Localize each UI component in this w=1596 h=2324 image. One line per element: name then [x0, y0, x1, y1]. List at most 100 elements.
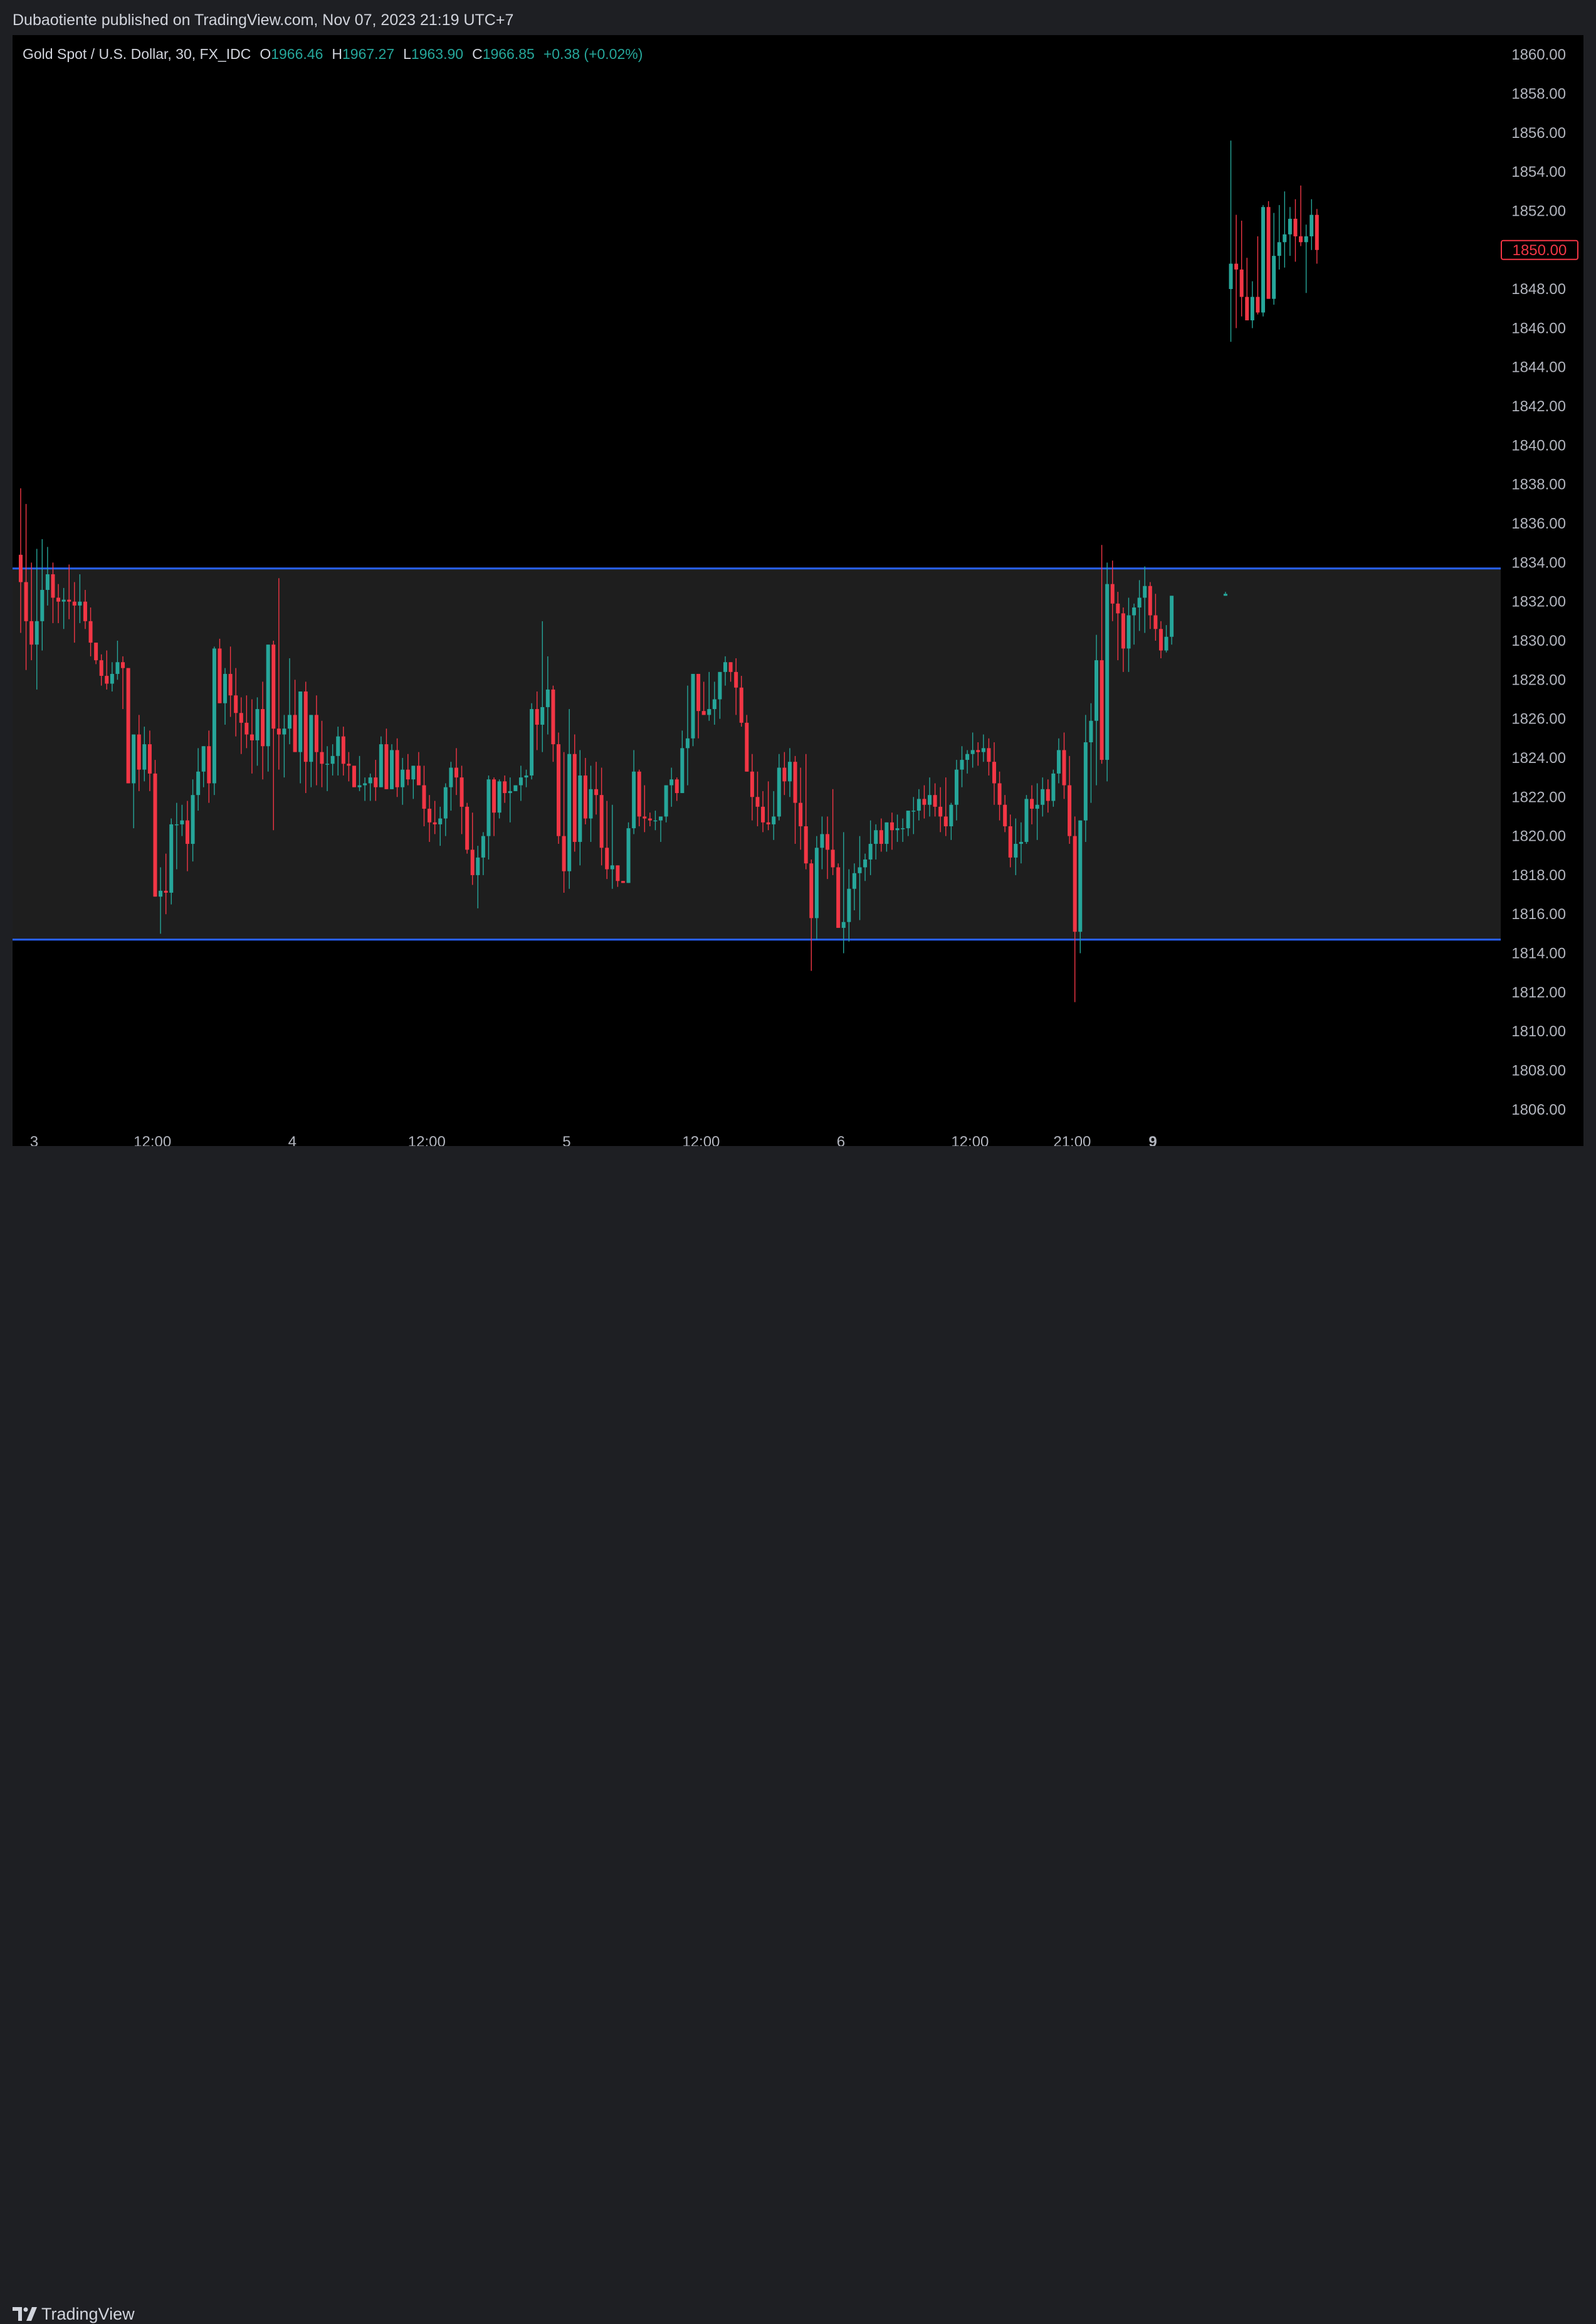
- candle-body: [1310, 214, 1314, 236]
- candle-body: [325, 764, 330, 765]
- candle-body: [347, 764, 351, 766]
- candle-body: [497, 781, 501, 813]
- candle-body: [207, 746, 211, 784]
- candle-body: [357, 785, 362, 787]
- candle-body: [121, 662, 125, 668]
- candle-body: [712, 699, 717, 710]
- candle-body: [567, 754, 572, 871]
- candle-body: [459, 777, 464, 807]
- candle-body: [1223, 594, 1227, 596]
- time-tick-label: 9: [1148, 1133, 1157, 1146]
- time-tick-label: 6: [837, 1133, 845, 1146]
- price-chart[interactable]: 1806.00 1808.00 1810.00 1812.00 1814.00 1816.…: [13, 35, 1583, 1146]
- time-tick-label: 12:00: [134, 1133, 171, 1146]
- price-tick-label: 1822.00: [1511, 789, 1566, 806]
- candle-body: [632, 771, 636, 829]
- candle-body: [562, 836, 566, 871]
- candle-body: [1083, 742, 1088, 821]
- candle-body: [616, 865, 620, 881]
- candle-body: [976, 750, 980, 752]
- last-price-box: [1501, 239, 1578, 260]
- candle-body: [933, 795, 937, 807]
- candle-body: [1068, 785, 1072, 836]
- candle-body: [61, 599, 66, 602]
- candle-body: [583, 775, 587, 819]
- candle-body: [970, 750, 975, 754]
- candle-body: [518, 777, 523, 786]
- candle-body: [965, 754, 970, 760]
- candle-body: [94, 643, 98, 661]
- tradingview-logo-icon[interactable]: [13, 2307, 38, 2321]
- brand-name[interactable]: TradingView: [41, 2305, 135, 2323]
- candle-body: [132, 734, 136, 784]
- candle-body: [1250, 297, 1254, 320]
- candle-body: [1143, 586, 1147, 598]
- candle-body: [943, 816, 948, 827]
- candle-body: [1148, 586, 1152, 616]
- time-tick-label: 4: [288, 1133, 297, 1146]
- candle-body: [938, 806, 943, 817]
- candle-body: [255, 709, 260, 740]
- candle-body: [653, 820, 658, 822]
- candle-body: [126, 668, 130, 784]
- candle-body: [508, 791, 512, 794]
- price-tick-label: 1810.00: [1511, 1023, 1566, 1040]
- candle-body: [820, 834, 824, 848]
- candle-body: [29, 621, 34, 645]
- chart-area[interactable]: 1806.00 1808.00 1810.00 1812.00 1814.00 1816.…: [13, 35, 1583, 1146]
- candle-body: [1132, 607, 1137, 616]
- legend-close-value: 1966.85: [483, 46, 535, 62]
- candle-body: [691, 673, 695, 739]
- candle-body: [826, 834, 829, 850]
- candle-body: [443, 787, 448, 819]
- candle-body: [696, 673, 701, 712]
- candle-body: [476, 857, 480, 875]
- candle-body: [174, 824, 179, 826]
- candle-body: [1078, 820, 1083, 932]
- price-tick-label: 1816.00: [1511, 906, 1566, 923]
- candle-body: [981, 748, 985, 752]
- candle-body: [105, 676, 109, 684]
- candle-body: [895, 828, 900, 831]
- candle-body: [261, 709, 265, 747]
- candle-body: [1283, 234, 1287, 243]
- legend-high-label: H: [332, 46, 342, 62]
- candle-body: [83, 601, 87, 621]
- candle-body: [191, 795, 195, 844]
- candle-body: [524, 775, 528, 778]
- candle-body: [395, 750, 399, 787]
- candle-body: [1234, 263, 1239, 270]
- candle-body: [1288, 218, 1292, 234]
- candle-body: [320, 752, 324, 764]
- candle-body: [401, 769, 405, 787]
- candle-body: [470, 849, 475, 875]
- candle-body: [879, 830, 883, 844]
- candle-body: [557, 744, 560, 836]
- candle-body: [643, 816, 647, 819]
- candle-body: [218, 648, 222, 703]
- candle-body: [1073, 836, 1077, 932]
- candle-body: [992, 762, 996, 784]
- candle-body: [282, 728, 286, 735]
- price-tick-label: 1814.00: [1511, 945, 1566, 962]
- candle-body: [1095, 660, 1098, 721]
- candle-body: [535, 709, 539, 725]
- candle-body: [1003, 804, 1007, 827]
- candle-body: [88, 621, 93, 643]
- candle-body: [863, 859, 868, 868]
- candle-body: [379, 744, 383, 787]
- time-tick-label: 21:00: [1053, 1133, 1091, 1146]
- candle-body: [110, 673, 114, 684]
- time-tick-label: 12:00: [682, 1133, 720, 1146]
- candle-body: [777, 767, 781, 817]
- candle-body: [244, 722, 249, 735]
- candle-body: [664, 785, 668, 817]
- candle-body: [492, 779, 496, 813]
- candle-body: [78, 601, 82, 606]
- candle-body: [19, 554, 23, 582]
- candle-body: [352, 765, 356, 787]
- candle-body: [223, 673, 228, 703]
- candle-body: [212, 648, 216, 784]
- candle-body: [363, 783, 367, 786]
- candle-body: [1304, 236, 1308, 243]
